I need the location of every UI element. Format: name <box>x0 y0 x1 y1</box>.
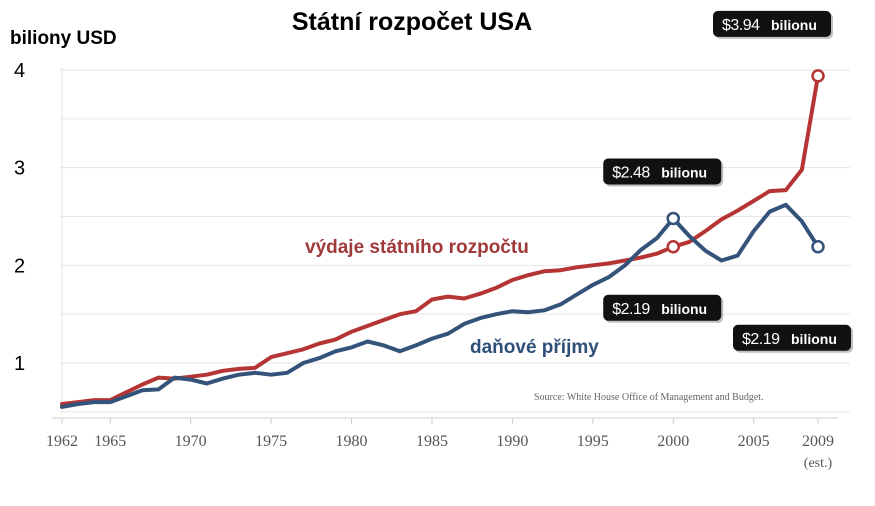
x-tick-label: 1970 <box>175 433 207 450</box>
point-markers <box>666 69 825 254</box>
series-lines <box>60 73 820 409</box>
x-tick-sublabel: (est.) <box>804 456 833 471</box>
x-tick-label: 1965 <box>94 433 126 450</box>
callout-value: $2.19 <box>742 331 780 348</box>
callout-box <box>713 10 831 37</box>
callout-box <box>603 294 722 321</box>
value-callouts: $3.94 bilionu$2.48 bilionu$2.19 bilionu$2.1… <box>603 10 853 353</box>
x-tick-label: 1995 <box>577 433 609 450</box>
annotation-marker <box>811 69 825 83</box>
y-tick-label: 1 <box>14 353 25 375</box>
x-tick-label: 2005 <box>738 433 770 450</box>
annotation-marker <box>811 240 825 254</box>
y-tick-label: 2 <box>14 255 25 277</box>
callout-unit: bilionu <box>771 17 817 33</box>
callout-value: $2.19 <box>612 301 650 318</box>
callout-box <box>603 158 722 185</box>
callout-value: $3.94 <box>722 17 760 34</box>
x-tick-label: 1990 <box>496 433 528 450</box>
chart-title: Státní rozpočet USA <box>292 8 532 36</box>
x-tick-label: 1985 <box>416 433 448 450</box>
series-label-revenues: daňové příjmy <box>470 337 599 358</box>
y-tick-label: 3 <box>14 158 25 180</box>
callout-value: $2.48 <box>612 164 650 181</box>
callout-unit: bilionu <box>661 164 707 180</box>
callout-unit: bilionu <box>661 301 707 317</box>
x-tick-label: 2009 <box>802 433 834 450</box>
callout-box <box>733 324 851 351</box>
value-callout: $2.19 bilionu <box>603 294 724 323</box>
revenues-line <box>60 202 820 409</box>
x-tick-label: 1962 <box>46 433 78 450</box>
y-axis-unit-label: biliony USD <box>10 28 117 49</box>
x-tick-label: 1980 <box>336 433 368 450</box>
value-callout: $2.48 bilionu <box>603 158 724 187</box>
series-label-expenditures: výdaje státního rozpočtu <box>305 237 529 258</box>
y-axis: 1 2 3 4 <box>14 60 25 375</box>
x-tick-label: 2000 <box>657 433 689 450</box>
annotation-marker <box>666 240 680 254</box>
gridlines <box>60 68 850 413</box>
source-note: Source: White House Office of Management… <box>534 392 764 403</box>
x-axis: 1962 1965 1970 1975 1980 1985 1990 1995 2000 2005… <box>46 417 838 471</box>
value-callout: $3.94 bilionu <box>713 10 833 39</box>
y-tick-label: 4 <box>14 60 25 82</box>
x-tick-label: 1975 <box>255 433 287 450</box>
callout-unit: bilionu <box>791 331 837 347</box>
annotation-marker <box>666 211 680 226</box>
value-callout: $2.19 bilionu <box>733 324 853 353</box>
